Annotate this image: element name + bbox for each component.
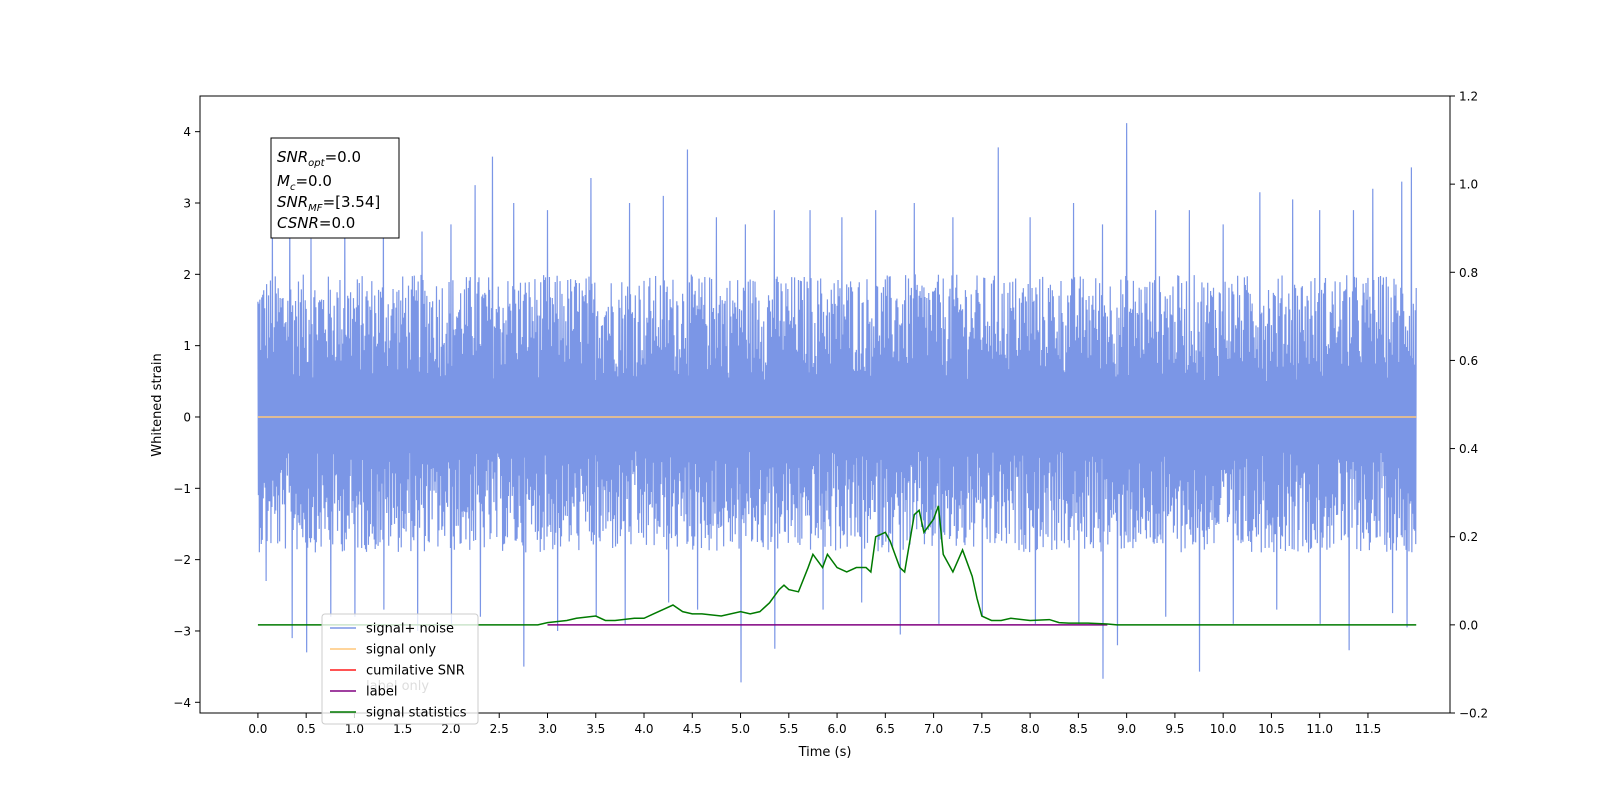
series-signal-noise-line — [257, 123, 1417, 683]
x-tick-label: 7.5 — [972, 722, 991, 736]
x-tick-label: 8.5 — [1069, 722, 1088, 736]
x-tick-label: 0.5 — [297, 722, 316, 736]
x-axis-ticks: 0.0 0.5 1.0 1.5 2.0 2.5 3.0 3.5 4.0 4.5 5.0 5.5 6.0 6… — [248, 713, 1381, 736]
legend-label: cumilative SNR — [366, 664, 465, 679]
legend-label: signal statistics — [366, 706, 467, 721]
x-axis-label: Time (s) — [798, 745, 852, 760]
y-axis-right-ticks: −0.2 0.0 0.2 0.4 0.6 0.8 1.0 1.2 — [1450, 90, 1488, 721]
x-tick-label: 6.0 — [828, 722, 847, 736]
x-tick-label: 5.0 — [731, 722, 750, 736]
y-right-tick-label: 1.0 — [1459, 178, 1478, 192]
x-tick-label: 11.5 — [1355, 722, 1382, 736]
info-mc: Mc=0.0 — [277, 172, 332, 193]
legend-frame — [321, 613, 479, 725]
y-left-tick-label: 1 — [183, 339, 191, 353]
x-tick-label: 3.0 — [538, 722, 557, 736]
info-box: SNRopt=0.0 Mc=0.0 SNRMF=[3.54] CSNR=0.0 — [270, 137, 400, 239]
x-tick-label: 0.0 — [248, 722, 267, 736]
legend-label: label — [366, 685, 397, 700]
legend-hidden-text: label only — [366, 679, 429, 694]
x-tick-label: 9.0 — [1117, 722, 1136, 736]
x-tick-label: 6.5 — [876, 722, 895, 736]
y-left-tick-label: −1 — [173, 482, 191, 496]
y-right-tick-label: 0.0 — [1459, 618, 1478, 632]
x-tick-label: 8.0 — [1021, 722, 1040, 736]
info-snr-opt: SNRopt=0.0 — [277, 148, 361, 169]
y-right-tick-label: 0.2 — [1459, 530, 1478, 544]
y-right-tick-label: 0.6 — [1459, 354, 1478, 368]
y-left-tick-label: −4 — [173, 696, 191, 710]
y-right-tick-label: 0.8 — [1459, 266, 1478, 280]
legend-label: signal only — [366, 643, 436, 658]
y-left-tick-label: −2 — [173, 553, 191, 567]
info-csnr: CSNR=0.0 — [277, 214, 355, 232]
x-tick-label: 3.5 — [586, 722, 605, 736]
x-tick-label: 9.5 — [1165, 722, 1184, 736]
series-signal-statistics-line — [257, 505, 1417, 626]
x-tick-label: 4.5 — [683, 722, 702, 736]
legend: label only signal+ noise signal only cumil… — [321, 613, 479, 725]
plot-frame — [199, 95, 1451, 714]
x-tick-label: 10.0 — [1210, 722, 1237, 736]
x-tick-label: 10.5 — [1258, 722, 1285, 736]
y-right-tick-label: 1.2 — [1459, 90, 1478, 104]
y-left-tick-label: 4 — [183, 125, 191, 139]
x-tick-label: 1.5 — [393, 722, 412, 736]
y-left-tick-label: 0 — [183, 410, 191, 424]
y-axis-left-ticks: −4 −3 −2 −1 0 1 2 3 4 — [173, 125, 200, 710]
y-left-tick-label: 2 — [183, 268, 191, 282]
x-tick-label: 1.0 — [345, 722, 364, 736]
y-right-tick-label: −0.2 — [1459, 707, 1488, 721]
x-tick-label: 4.0 — [634, 722, 653, 736]
y-left-tick-label: −3 — [173, 624, 191, 638]
x-tick-label: 5.5 — [779, 722, 798, 736]
info-box-frame — [270, 137, 400, 239]
x-tick-label: 7.0 — [924, 722, 943, 736]
legend-label: signal+ noise — [366, 622, 454, 637]
info-snr-mf: SNRMF=[3.54] — [277, 193, 380, 214]
y-right-tick-label: 0.4 — [1459, 442, 1478, 456]
plot-data-layer — [257, 123, 1417, 683]
x-tick-label: 11.0 — [1306, 722, 1333, 736]
y-left-tick-label: 3 — [183, 196, 191, 210]
x-tick-label: 2.0 — [441, 722, 460, 736]
y-axis-label: Whitened strain — [150, 353, 165, 456]
x-tick-label: 2.5 — [490, 722, 509, 736]
